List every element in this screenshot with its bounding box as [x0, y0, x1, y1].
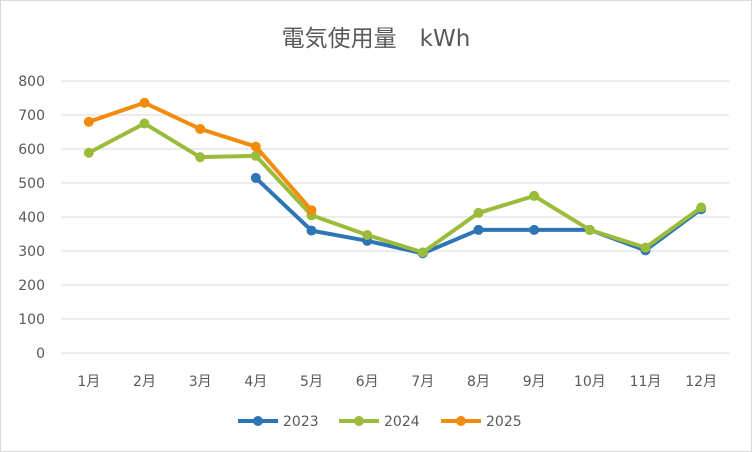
data-point-2025-2: [139, 97, 150, 108]
y-tick-label: 500: [18, 176, 45, 192]
x-tick-label: 2月: [133, 374, 156, 390]
chart-title: 電気使用量 kWh: [282, 26, 471, 52]
x-tick-label: 3月: [189, 374, 212, 390]
y-tick-label: 600: [18, 142, 45, 158]
legend-item-2023: 2023: [238, 414, 319, 430]
data-point-2024-6: [362, 230, 373, 241]
data-point-2024-1: [83, 147, 94, 158]
legend-item-2025: 2025: [441, 414, 522, 430]
data-point-2025-3: [195, 123, 206, 134]
data-point-2024-8: [473, 207, 484, 218]
x-tick-label: 7月: [411, 374, 434, 390]
legend-label-2023: 2023: [283, 414, 319, 430]
y-tick-label: 200: [18, 278, 45, 294]
y-tick-label: 400: [18, 210, 45, 226]
data-point-2023-4: [250, 172, 261, 183]
x-tick-label: 12月: [685, 374, 717, 390]
x-tick-label: 6月: [356, 374, 379, 390]
data-point-2023-9: [529, 224, 540, 235]
x-tick-label: 1月: [77, 374, 100, 390]
y-tick-label: 300: [18, 244, 45, 260]
x-axis-tick-labels: 1月 2月 3月 4月 5月 6月 7月 8月 9月 10月 11月 12月: [77, 374, 717, 390]
y-tick-label: 800: [18, 74, 45, 90]
data-point-2025-5: [306, 205, 317, 216]
y-tick-label: 0: [36, 346, 45, 362]
data-point-2024-12: [696, 202, 707, 213]
legend-marker-2025: [456, 416, 466, 426]
legend-label-2025: 2025: [486, 414, 522, 430]
y-axis-tick-labels: 0 100 200 300 400 500 600 700 800: [18, 74, 45, 362]
data-point-2024-7: [417, 247, 428, 258]
legend-label-2024: 2024: [384, 414, 420, 430]
data-point-2023-5: [306, 225, 317, 236]
x-tick-label: 5月: [300, 374, 323, 390]
data-point-2024-3: [195, 152, 206, 163]
data-point-2025-1: [83, 116, 94, 127]
data-point-2024-11: [640, 242, 651, 253]
x-tick-label: 4月: [244, 374, 267, 390]
legend: 2023 2024 2025: [238, 414, 522, 430]
x-tick-label: 8月: [467, 374, 490, 390]
series-layer: [83, 97, 707, 259]
legend-item-2024: 2024: [339, 414, 420, 430]
series-line-2024: [86, 121, 704, 255]
gridlines: [61, 80, 729, 354]
data-point-2024-10: [584, 224, 595, 235]
data-point-2024-2: [139, 118, 150, 129]
series-2025: [83, 97, 317, 216]
series-2024: [83, 118, 707, 258]
data-point-2025-4: [250, 141, 261, 152]
legend-marker-2023: [253, 416, 263, 426]
data-point-2024-4: [250, 150, 261, 161]
x-tick-label: 9月: [523, 374, 546, 390]
x-tick-label: 11月: [630, 374, 662, 390]
data-point-2023-8: [473, 224, 484, 235]
x-tick-label: 10月: [574, 374, 606, 390]
y-tick-label: 700: [18, 108, 45, 124]
legend-marker-2024: [354, 416, 364, 426]
data-point-2024-9: [529, 190, 540, 201]
y-tick-label: 100: [18, 312, 45, 328]
